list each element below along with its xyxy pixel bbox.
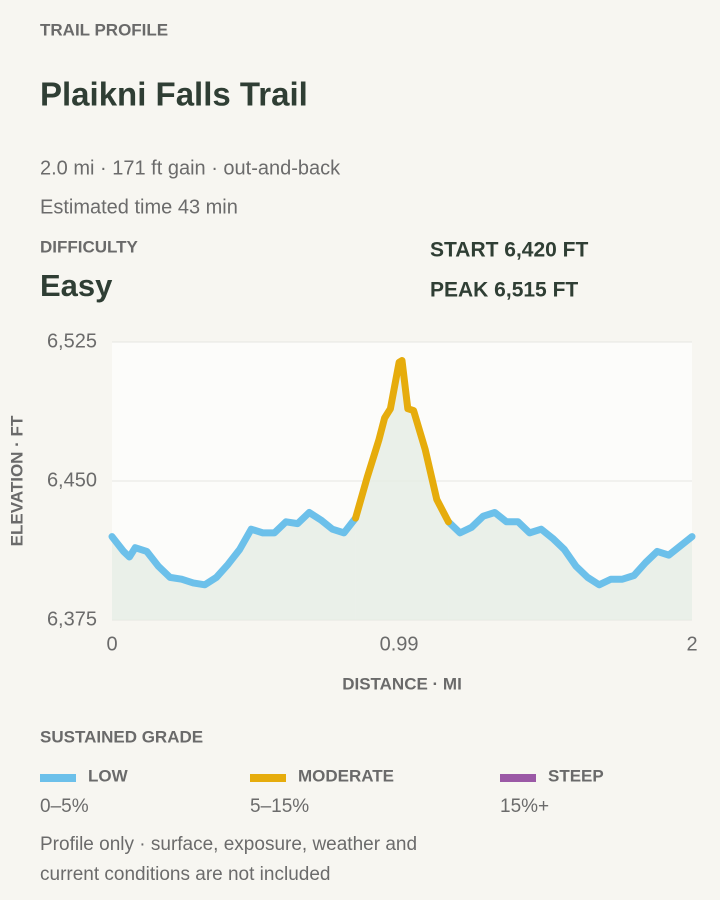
footer-note: Profile only · surface, exposure, weathe…: [40, 834, 417, 855]
start-elevation: START 6,420 FT: [430, 239, 588, 262]
legend-title: SUSTAINED GRADE: [40, 727, 203, 746]
legend-name: MODERATE: [298, 766, 394, 785]
legend-range: 5–15%: [250, 796, 309, 817]
legend-swatch: [500, 774, 536, 782]
footer-note: current conditions are not included: [40, 864, 330, 885]
legend-range: 0–5%: [40, 796, 89, 817]
difficulty-label: DIFFICULTY: [40, 237, 139, 256]
elevation-line: [444, 509, 696, 589]
difficulty: Easy: [40, 268, 113, 303]
elevation-area: [448, 512, 692, 620]
legend-swatch: [250, 774, 286, 782]
legend-swatch: [40, 774, 76, 782]
x-axis-title: DISTANCE · MI: [342, 674, 462, 693]
y-tick-label: 6,375: [47, 608, 97, 630]
x-tick-label: 0.99: [380, 633, 419, 655]
x-tick-label: 0: [106, 633, 117, 655]
eyebrow: TRAIL PROFILE: [40, 20, 168, 39]
trail-title: Plaikni Falls Trail: [40, 76, 308, 113]
x-tick-label: 2: [686, 633, 697, 655]
legend-range: 15%+: [500, 796, 549, 817]
legend-name: STEEP: [548, 766, 604, 785]
trail-stats: 2.0 mi · 171 ft gain · out-and-back: [40, 157, 341, 179]
y-axis-title: ELEVATION · FT: [7, 415, 26, 546]
elevation-line: [352, 357, 452, 526]
elevation-area: [355, 360, 449, 620]
y-tick-label: 6,525: [47, 330, 97, 352]
elevation-line: [108, 509, 360, 589]
trail-time: Estimated time 43 min: [40, 196, 238, 218]
elevation-area: [112, 512, 356, 620]
legend-name: LOW: [88, 766, 129, 785]
y-tick-label: 6,450: [47, 469, 97, 491]
peak-elevation: PEAK 6,515 FT: [430, 279, 578, 302]
